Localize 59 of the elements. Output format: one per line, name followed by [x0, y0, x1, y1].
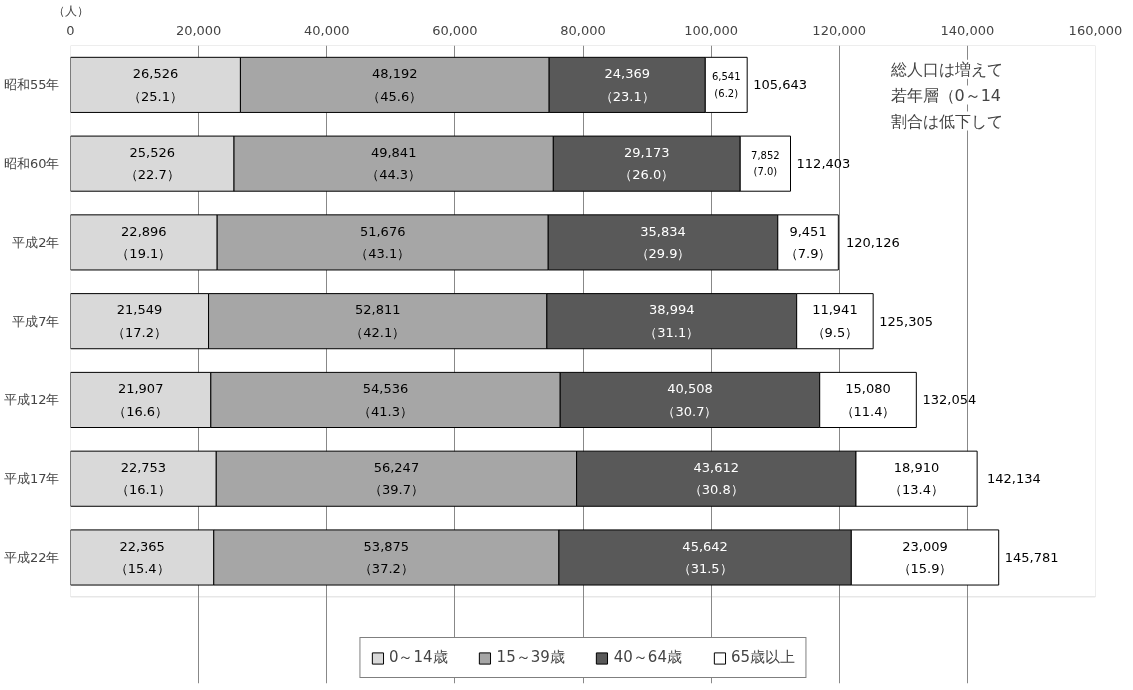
data-label: 23,009 （15.9）: [897, 538, 953, 577]
x-tick-label: 160,000: [1068, 22, 1123, 38]
x-tick-label: 40,000: [304, 22, 350, 38]
data-label: 29,173 （26.0）: [619, 144, 675, 183]
legend-label: 15～39歳: [496, 648, 565, 667]
y-tick-label: 昭和60年: [3, 156, 60, 172]
data-label: 24,369 （23.1）: [599, 66, 655, 104]
data-label: 9,451 （7.9）: [784, 223, 832, 262]
x-tick-label: 100,000: [684, 22, 739, 38]
data-label: 21,907 （16.6）: [113, 381, 169, 419]
legend-label: 0～14歳: [388, 648, 448, 667]
data-label: 15,080 （11.4）: [840, 381, 896, 419]
data-label: 53,875 （37.2）: [358, 538, 414, 577]
y-tick-label: 平成17年: [3, 471, 60, 487]
legend-label: 65歳以上: [730, 648, 796, 667]
data-label: 25,526 （22.7）: [124, 144, 180, 183]
y-tick-label: 平成12年: [3, 392, 60, 408]
y-tick-label: 平成22年: [3, 549, 60, 565]
annotation: 若年層（0～14: [890, 85, 1002, 105]
data-label: 7,852 (7.0): [751, 149, 780, 178]
data-label: 38,994 （31.1）: [644, 302, 700, 340]
data-label: 26,526 （25.1）: [127, 66, 183, 104]
data-label: 48,192 （45.6）: [367, 66, 423, 104]
legend-label: 40～64歳: [613, 648, 682, 667]
data-label: 43,612 （30.8）: [688, 459, 744, 498]
annotation: 総人口は増えて: [889, 59, 1003, 79]
x-tick-label: 140,000: [940, 22, 995, 38]
x-tick-label: 80,000: [560, 22, 606, 38]
x-axis-title: （人）: [52, 3, 89, 18]
data-label: 49,841 （44.3）: [366, 144, 422, 183]
data-label: 21,549 （17.2）: [112, 302, 167, 340]
y-tick-label: 平成7年: [12, 313, 60, 329]
annotation: 112,403: [796, 156, 851, 172]
data-label: 22,753 （16.1）: [115, 459, 171, 498]
data-label: 40,508 （30.7）: [662, 381, 718, 419]
annotation: 105,643: [753, 77, 808, 93]
data-label: 51,676 （43.1）: [355, 223, 411, 262]
annotation: 132,054: [922, 392, 977, 408]
data-label: 6,541 (6.2): [711, 71, 741, 99]
x-tick-label: 60,000: [432, 22, 478, 38]
data-label: 11,941 （9.5）: [811, 302, 859, 340]
data-label: 56,247 （39.7）: [368, 459, 424, 498]
data-label: 35,834 （29.9）: [635, 223, 691, 262]
y-tick-label: 平成2年: [12, 234, 60, 250]
annotation: 125,305: [879, 313, 933, 329]
x-tick-label: 20,000: [175, 22, 222, 38]
data-label: 22,365 （15.4）: [114, 538, 170, 577]
x-tick-label: 120,000: [812, 22, 867, 38]
annotation: 割合は低下して: [890, 111, 1003, 131]
data-label: 54,536 （41.3）: [358, 381, 414, 419]
y-tick-label: 昭和55年: [3, 77, 60, 93]
annotation: 120,126: [846, 234, 900, 250]
data-label: 22,896 （19.1）: [116, 223, 172, 262]
annotation: 145,781: [1004, 549, 1059, 565]
x-tick-label: 0: [66, 22, 75, 38]
data-label: 18,910 （13.4）: [889, 459, 945, 498]
data-label: 45,642 （31.5）: [677, 538, 733, 577]
data-label: 52,811 （42.1）: [350, 302, 406, 340]
annotation: 142,134: [987, 471, 1041, 487]
